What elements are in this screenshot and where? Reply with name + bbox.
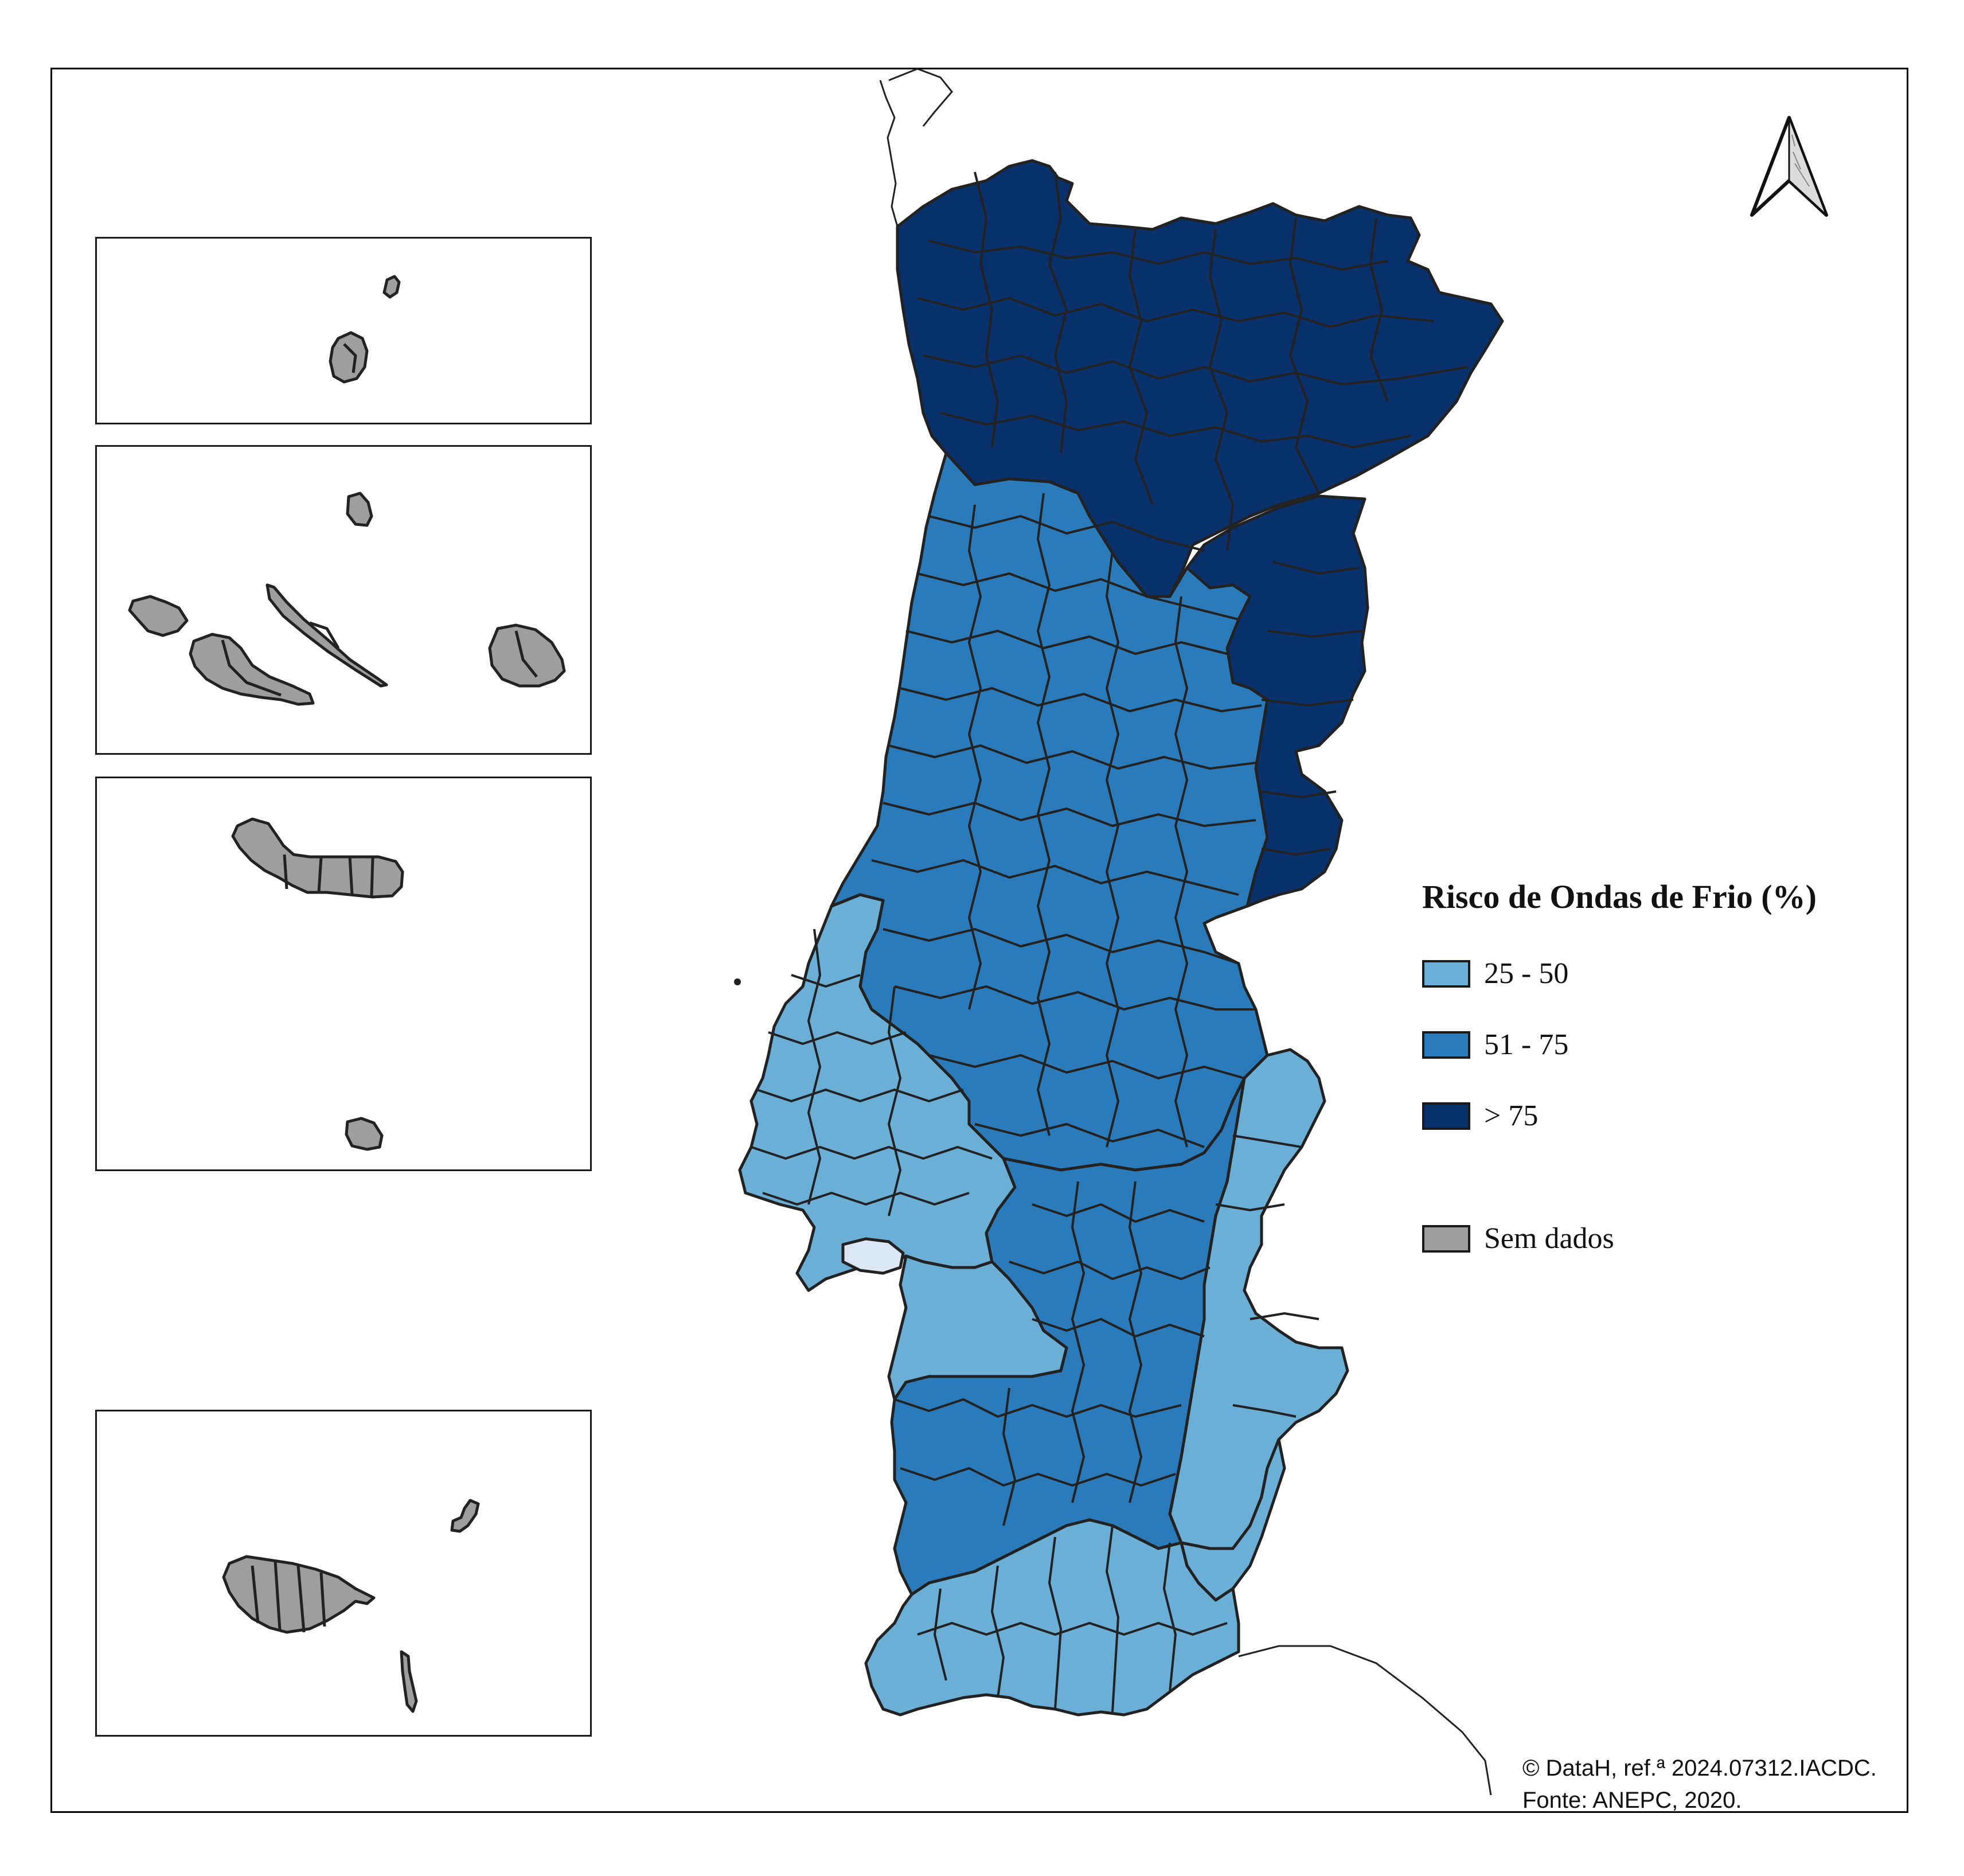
legend-swatch-high xyxy=(1422,1102,1470,1130)
legend-label-no-data: Sem dados xyxy=(1484,1222,1614,1255)
credits: © DataH, ref.ª 2024.07312.IACDC. Fonte: … xyxy=(1522,1752,1877,1816)
madeira-islands xyxy=(222,1499,480,1713)
credits-line-1: © DataH, ref.ª 2024.07312.IACDC. xyxy=(1522,1756,1877,1781)
legend-swatch-medium xyxy=(1422,1031,1470,1059)
inset-azores-west xyxy=(95,237,592,424)
legend: Risco de Ondas de Frio (%) 25 - 50 51 - … xyxy=(1422,877,1858,1255)
municipality-borders xyxy=(751,171,1469,1713)
inset-madeira xyxy=(95,1410,592,1737)
north-arrow-icon xyxy=(1750,116,1828,217)
azores-central-islands xyxy=(128,492,566,706)
legend-label-high: > 75 xyxy=(1484,1099,1539,1132)
legend-item-medium: 51 - 75 xyxy=(1422,1028,1568,1062)
legend-item-no-data: Sem dados xyxy=(1422,1222,1614,1255)
region-algarve xyxy=(864,1518,1240,1717)
legend-swatch-low xyxy=(1422,960,1470,988)
portugal-mainland xyxy=(738,159,1504,1717)
azores-east-islands xyxy=(231,817,404,1151)
azores-west-islands xyxy=(329,275,401,384)
inset-azores-central xyxy=(95,445,592,755)
credits-line-2: Fonte: ANEPC, 2020. xyxy=(1522,1788,1742,1813)
legend-swatch-no-data xyxy=(1422,1224,1470,1253)
legend-label-low: 25 - 50 xyxy=(1484,957,1569,990)
legend-item-low: 25 - 50 xyxy=(1422,957,1568,990)
tagus-estuary xyxy=(841,1237,905,1275)
map-frame xyxy=(50,68,1908,1813)
legend-title: Risco de Ondas de Frio (%) xyxy=(1422,878,1817,915)
inset-azores-east xyxy=(95,777,592,1171)
legend-item-high: > 75 xyxy=(1422,1099,1538,1133)
legend-label-medium: 51 - 75 xyxy=(1484,1028,1569,1061)
